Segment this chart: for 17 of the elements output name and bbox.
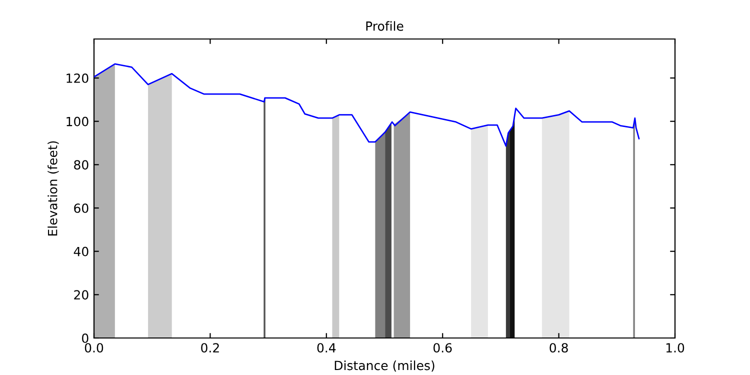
x-tick-label: 0.4	[317, 343, 336, 353]
x-tick-label: 0.6	[433, 343, 452, 353]
x-tick-label: 1.0	[666, 343, 684, 353]
y-tick-label: 80	[74, 160, 88, 170]
x-axis-title: Distance (miles)	[334, 360, 434, 372]
x-tick-label: 0.0	[84, 343, 104, 353]
y-tick-label: 0	[82, 333, 88, 343]
chart-title: Profile	[366, 21, 404, 31]
y-tick-label: 20	[74, 290, 88, 300]
x-tick-label: 0.8	[550, 343, 568, 353]
y-tick-label: 120	[66, 73, 88, 83]
y-tick-label: 40	[74, 246, 88, 256]
y-tick-label: 100	[66, 116, 88, 126]
line-series	[94, 63, 640, 147]
y-tick-label: 60	[74, 203, 88, 213]
y-axis-title: Elevation (feet)	[48, 141, 59, 236]
x-tick-label: 0.2	[201, 343, 219, 353]
